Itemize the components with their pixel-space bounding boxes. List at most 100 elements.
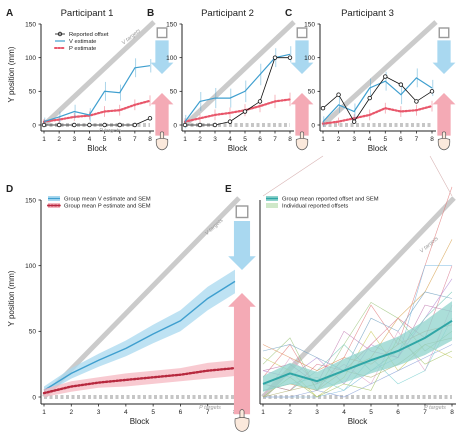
zoom-guide-line [262,155,324,197]
square-target-icon [438,27,450,39]
x-tick-label: 1 [321,136,325,143]
square-target-icon [296,27,308,39]
panel-a: A Participant 1 1 2 3 4 5 6 7 8 Block 0 50 100 150 Y po… [6,8,174,153]
x-tick-label: 1 [261,409,265,416]
x-tick-label: 4 [368,136,372,143]
v-target-line [321,20,438,127]
x-axis-label: Block [87,144,108,153]
legend-p-label: Group mean P estimate and SEM [64,204,151,210]
individual-offset-line [262,186,453,391]
y-tick-label: 100 [304,55,315,62]
reported-offset-point [212,122,218,128]
x-tick-label: 2 [69,409,73,416]
reported-offset-point [257,99,263,104]
panel-title: Participant 2 [201,8,254,19]
x-tick-label: 5 [103,136,107,143]
up-arrow-icon [290,93,314,136]
x-tick-label: 7 [206,409,210,416]
x-tick-label: 6 [399,136,403,143]
legend-offset-label: Reported offset [69,32,109,38]
pointing-hand-icon [437,131,451,151]
panel-c: C Participant 3 1 2 3 4 5 6 7 8 Block 0 50 100 150 [285,8,456,153]
reported-offset-point [351,119,357,124]
group-offset-sem-band [263,301,452,392]
x-tick-label: 4 [342,409,346,416]
reported-offset-point [414,99,419,104]
legend-indiv-label: Individual reported offsets [282,204,348,210]
panel-b: B Participant 2 1 2 3 4 5 6 7 8 Block 0 50 100 150 [147,8,314,153]
x-tick-label: 8 [450,409,454,416]
panel-e: E 1 2 3 4 5 6 7 8 Block V targets P targets [225,184,456,426]
reported-offset-point [197,122,203,128]
x-tick-label: 7 [273,136,277,143]
v-estimate-line [184,53,291,122]
x-tick-label: 2 [198,136,202,143]
reported-offset-point [182,122,188,128]
y-tick-label: 150 [25,197,36,204]
x-tick-label: 1 [42,409,46,416]
x-axis-label: Block [228,144,249,153]
p-target-label: P targets [99,128,121,134]
x-tick-label: 8 [148,136,152,143]
pointing-hand-icon [234,409,250,432]
down-arrow-icon [228,220,256,270]
square-target-icon [235,205,249,219]
panel-letter: D [6,184,13,195]
x-tick-label: 7 [133,136,137,143]
y-tick-label: 150 [166,21,177,28]
v-target-line [42,20,156,127]
y-tick-label: 50 [308,89,316,96]
legend-group-label: Group mean reported offset and SEM [282,197,379,203]
individual-offset-line [263,265,452,398]
panel-d: D12345678Block050100150Y position (mm)V … [6,184,256,432]
y-axis-label: Y position (mm) [7,46,16,102]
reported-offset-point [41,122,47,128]
x-tick-label: 4 [228,136,232,143]
y-tick-label: 50 [29,329,37,336]
hand-palm [155,138,169,151]
reported-offset-point [117,122,122,128]
reported-offset-line [322,75,433,123]
reported-offset-point [147,116,153,121]
x-tick-label: 4 [88,136,92,143]
p-target-label: P targets [424,405,446,411]
x-tick-label: 5 [151,409,155,416]
y-tick-label: 150 [304,21,315,28]
x-tick-label: 8 [430,136,434,143]
x-tick-label: 7 [415,136,419,143]
x-tick-label: 5 [243,136,247,143]
p-target-label: P targets [199,405,221,411]
p-group-mean-line [42,366,237,395]
panel-title: Participant 1 [61,8,114,19]
legend-v-label: Group mean V estimate and SEM [64,197,151,203]
reported-offset-point [272,55,278,60]
x-tick-label: 3 [213,136,217,143]
reported-offset-point [429,89,435,94]
x-tick-label: 1 [42,136,46,143]
x-tick-label: 6 [396,409,400,416]
p-estimate-line [321,105,434,125]
hand-palm [295,138,309,151]
zoom-guide-line [429,155,453,197]
x-tick-label: 1 [183,136,187,143]
x-tick-label: 4 [124,409,128,416]
individual-offset-line [262,291,453,372]
panel-title: Participant 3 [341,8,394,19]
reported-offset-point [242,109,248,114]
x-tick-label: 6 [179,409,183,416]
hand-palm [437,138,451,151]
y-tick-label: 100 [25,55,36,62]
y-tick-label: 50 [170,89,178,96]
p-estimate-line [42,99,152,123]
pointing-hand-icon [295,131,309,151]
x-tick-label: 6 [118,136,122,143]
x-tick-label: 5 [369,409,373,416]
panel-letter: E [225,184,232,195]
y-tick-label: 100 [25,263,36,270]
square-target-icon [156,27,168,39]
down-arrow-icon [150,40,174,74]
up-arrow-icon [150,93,174,136]
